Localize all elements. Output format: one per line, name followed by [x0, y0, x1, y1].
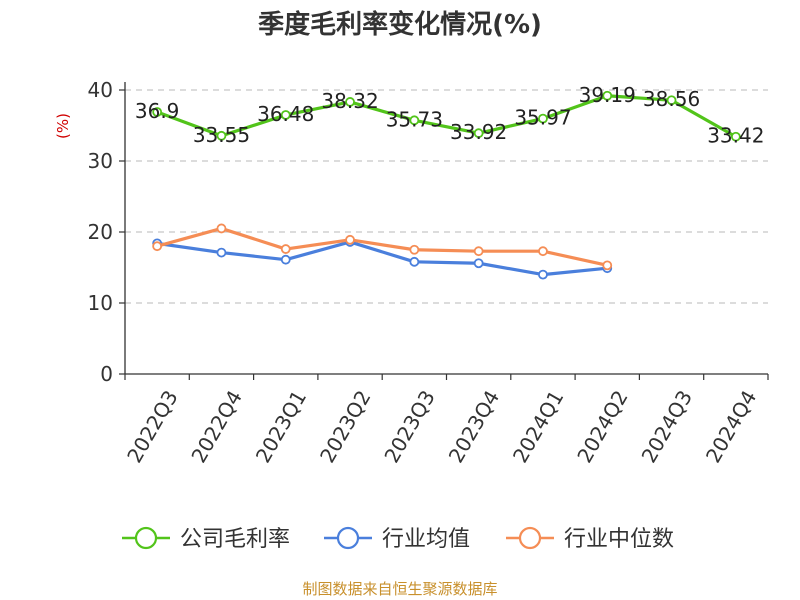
y-tick-label: 10	[88, 291, 113, 315]
data-point	[602, 90, 613, 101]
grid-lines	[125, 89, 768, 304]
legend-marker	[134, 526, 158, 550]
data-point	[409, 244, 420, 255]
data-point	[280, 110, 291, 120]
data-point	[409, 256, 420, 267]
data-point	[152, 107, 163, 117]
data-point	[538, 246, 548, 257]
series-line	[156, 94, 737, 139]
source-note: 制图数据来自恒生聚源数据库	[302, 580, 498, 598]
x-tick-label: 2024Q4	[701, 386, 761, 467]
data-point	[280, 254, 291, 265]
legend-label: 行业均值	[382, 527, 470, 552]
data-point	[666, 95, 677, 106]
data-point	[345, 234, 355, 245]
y-tick-label: 20	[88, 220, 113, 244]
data-point	[216, 247, 227, 258]
chart-title: 季度毛利率变化情况(%)	[258, 10, 542, 40]
x-tick-label: 2023Q3	[379, 386, 439, 467]
legend-label: 行业中位数	[564, 527, 674, 552]
legend: 公司毛利率 行业均值 行业中位数	[122, 526, 674, 552]
y-tick-label: 40	[88, 78, 113, 102]
data-label: 36.48	[257, 102, 314, 126]
data-point	[473, 246, 484, 257]
data-point	[602, 260, 613, 271]
y-tick-label: 30	[88, 149, 113, 173]
data-point	[152, 241, 163, 252]
data-label: 35.97	[514, 106, 571, 130]
y-axis-unit-label: (%)	[54, 113, 72, 139]
data-label: 33.92	[450, 120, 507, 144]
data-point	[345, 97, 355, 107]
x-tick-label: 2023Q2	[315, 386, 375, 467]
x-tick-label: 2022Q3	[122, 386, 182, 467]
series-line	[156, 240, 608, 277]
data-label: 38.56	[643, 87, 700, 111]
data-point	[216, 130, 227, 141]
data-label: 35.73	[386, 107, 443, 131]
data-point	[280, 244, 291, 254]
x-tick-label: 2024Q3	[637, 386, 697, 467]
x-tick-label: 2022Q4	[186, 386, 246, 467]
x-tick-label: 2024Q1	[508, 386, 568, 467]
x-tick-label: 2024Q2	[572, 386, 632, 467]
series-line	[156, 226, 608, 267]
data-label: 38.32	[321, 89, 378, 113]
x-tick-label: 2023Q1	[251, 386, 311, 467]
data-point	[409, 115, 420, 126]
data-point	[216, 223, 227, 234]
data-label: 33.55	[193, 123, 250, 147]
data-point	[473, 258, 484, 269]
data-labels: 36.9 33.55 36.48 38.32 35.73 33.92 35.97 39.19 3…	[135, 83, 765, 148]
series-lines	[152, 90, 741, 280]
data-label: 33.42	[707, 124, 764, 148]
y-tick-label: 0	[100, 362, 113, 386]
x-tick-label: 2023Q4	[444, 386, 504, 467]
data-point	[473, 128, 484, 139]
data-label: 36.9	[135, 99, 180, 123]
legend-marker	[336, 526, 360, 550]
data-label: 39.19	[579, 83, 636, 107]
data-point	[730, 131, 741, 142]
data-point	[538, 269, 548, 280]
legend-marker	[518, 526, 542, 550]
data-point	[538, 113, 548, 124]
legend-label: 公司毛利率	[180, 527, 290, 552]
